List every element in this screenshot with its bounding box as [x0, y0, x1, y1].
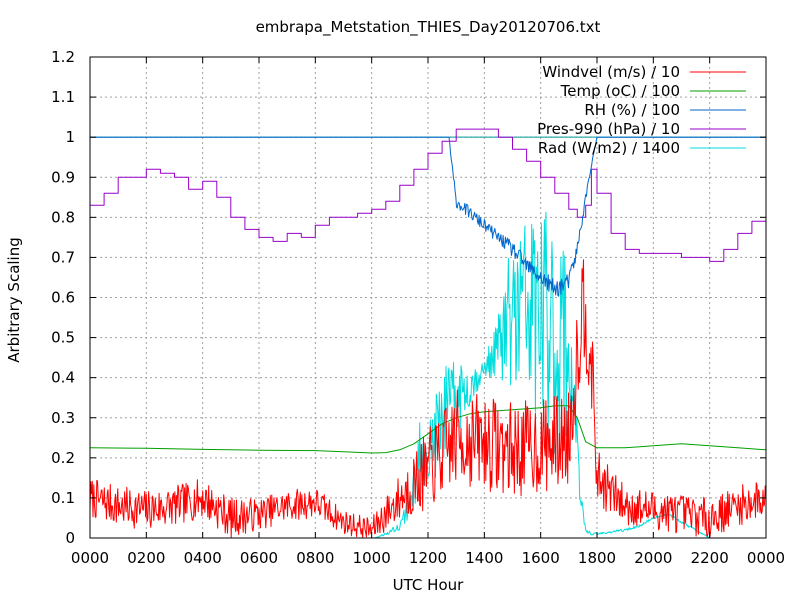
x-tick-label: 2200	[691, 549, 729, 567]
y-tick-label: 0.8	[51, 208, 75, 226]
series-line-3	[90, 128, 767, 262]
x-tick-label: 0800	[296, 549, 334, 567]
x-tick-label: 1200	[409, 549, 447, 567]
x-tick-label: 0400	[184, 549, 222, 567]
ticks	[89, 56, 767, 539]
x-tick-label: 0000	[71, 549, 109, 567]
series-line-2	[90, 136, 766, 297]
series-line-0	[89, 259, 767, 539]
x-tick-label: 0600	[240, 549, 278, 567]
legend-label: Rad (W/m2) / 1400	[538, 139, 680, 157]
chart-title: embrapa_Metstation_THIES_Day20120706.txt	[256, 18, 601, 37]
x-tick-label: 2000	[634, 549, 672, 567]
y-tick-label: 0.6	[51, 289, 75, 307]
y-tick-label: 0	[65, 529, 75, 547]
x-axis-label: UTC Hour	[393, 576, 464, 594]
y-tick-label: 0.5	[51, 329, 75, 347]
y-tick-label: 1	[65, 128, 75, 146]
legend-label: Pres-990 (hPa) / 10	[537, 120, 680, 138]
legend-label: RH (%) / 100	[584, 101, 680, 119]
y-tick-label: 1.1	[51, 88, 75, 106]
series-layer	[89, 128, 767, 539]
y-tick-label: 1.2	[51, 48, 75, 66]
legend-label: Temp (oC) / 100	[560, 82, 680, 100]
y-tick-label: 0.1	[51, 489, 75, 507]
legend-label: Windvel (m/s) / 10	[542, 63, 680, 81]
x-tick-label: 0200	[127, 549, 165, 567]
y-tick-label: 0.4	[51, 369, 75, 387]
x-tick-label: 0000	[747, 549, 785, 567]
x-tick-label: 1400	[465, 549, 503, 567]
y-axis-label: Arbitrary Scaling	[5, 237, 23, 363]
x-tick-label: 1000	[353, 549, 391, 567]
y-tick-label: 0.2	[51, 449, 75, 467]
tick-labels: 0000 0200 0400 0600 0800 1000 1200 1400 1600 1800…	[51, 48, 785, 567]
y-tick-label: 0.9	[51, 168, 75, 186]
y-tick-label: 0.3	[51, 409, 75, 427]
x-tick-label: 1800	[578, 549, 616, 567]
y-tick-label: 0.7	[51, 248, 75, 266]
x-tick-label: 1600	[522, 549, 560, 567]
